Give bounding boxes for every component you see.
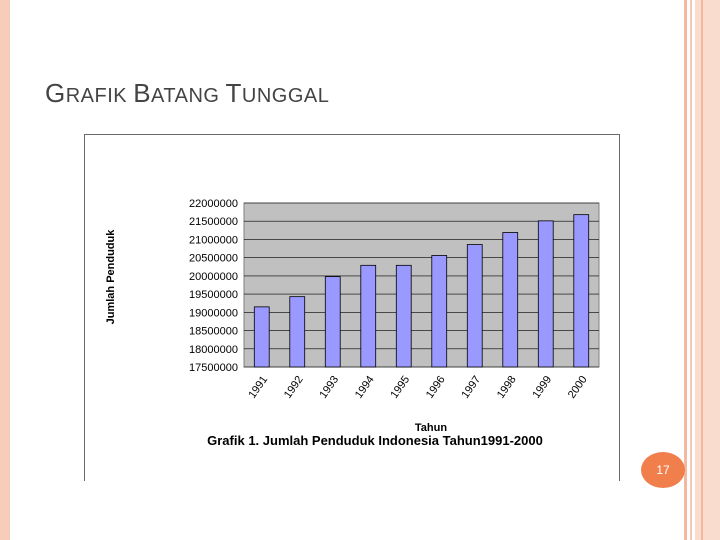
bar-chart: 17500000 18000000 18500000 19000000 19500000…	[105, 198, 600, 448]
x-tick-label: 1999	[530, 374, 554, 401]
title-initial-2: B	[133, 78, 152, 108]
chart-title: Grafik 1. Jumlah Penduduk Indonesia Tahu…	[207, 433, 543, 448]
y-tick-label: 21500000	[189, 216, 238, 228]
x-tick-label: 1992	[282, 374, 306, 401]
y-axis-label: Jumlah Penduduk	[105, 229, 117, 325]
y-tick-label: 19000000	[189, 307, 238, 319]
bar-1998	[502, 232, 519, 368]
slide-title: GRAFIK BATANG TUNGGAL	[45, 78, 329, 109]
x-tick-label: 1995	[388, 374, 412, 401]
x-tick-label: 1997	[459, 374, 483, 401]
y-tick-label: 22000000	[189, 198, 238, 210]
x-tick-label: 1996	[424, 374, 448, 401]
y-tick-labels: 17500000 18000000 18500000 19000000 19500000…	[189, 198, 238, 374]
title-rest-2: ATANG	[151, 85, 226, 107]
bar-1996	[431, 255, 448, 368]
bar-1994	[360, 264, 377, 368]
bar-1992	[289, 296, 306, 368]
x-tick-label: 1998	[495, 374, 519, 401]
chart-frame: 17500000 18000000 18500000 19000000 19500000…	[84, 134, 620, 481]
bar-2000	[573, 214, 590, 368]
bars	[253, 214, 590, 368]
bar-1993	[324, 276, 341, 368]
y-tick-label: 18000000	[189, 344, 238, 356]
slide-left-border	[0, 0, 10, 540]
x-tick-label: 1993	[317, 374, 341, 401]
x-tick-label: 2000	[566, 374, 590, 401]
slide-right-border	[684, 0, 720, 540]
bar-1991	[253, 306, 270, 368]
title-initial-1: G	[45, 78, 66, 108]
y-tick-label: 21000000	[189, 234, 238, 246]
y-tick-label: 19500000	[189, 289, 238, 301]
bar-1995	[395, 264, 412, 368]
y-tick-label: 18500000	[189, 326, 238, 338]
x-tick-label: 1994	[353, 374, 377, 401]
x-tick-label: 1991	[246, 374, 270, 401]
bar-1999	[537, 220, 554, 368]
title-rest-3: UNGGAL	[241, 85, 330, 107]
y-tick-label: 17500000	[189, 362, 238, 374]
page-number-badge: 17	[641, 452, 685, 488]
y-tick-label: 20500000	[189, 253, 238, 265]
x-axis-label: Tahun	[415, 422, 447, 434]
y-tick-label: 20000000	[189, 271, 238, 283]
title-initial-3: T	[225, 78, 242, 108]
bar-1997	[466, 244, 483, 368]
x-tick-labels: 1991 1992 1993 1994 1995 1996 1997 1998 1999 2000	[246, 374, 589, 401]
title-rest-1: RAFIK	[65, 85, 134, 107]
